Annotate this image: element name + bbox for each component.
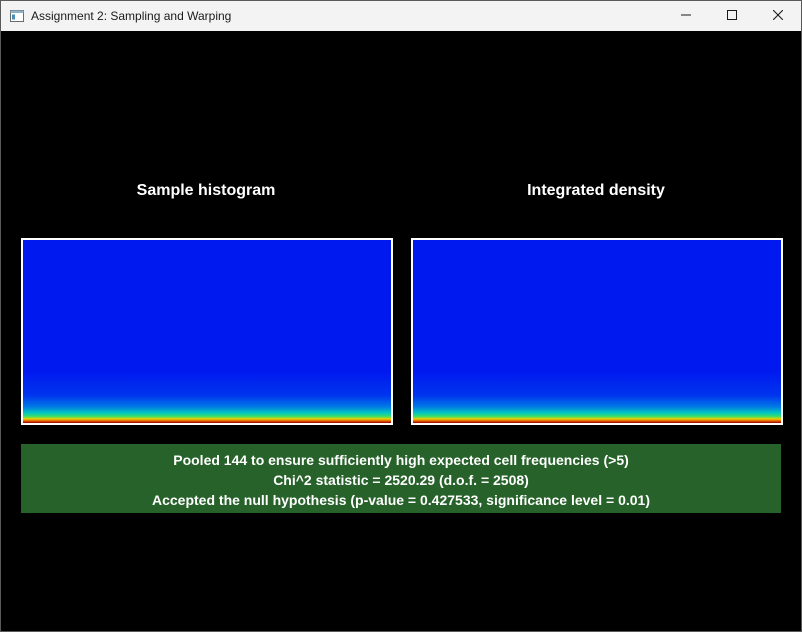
close-icon xyxy=(773,7,783,25)
integrated-density-title: Integrated density xyxy=(411,182,781,200)
integrated-density-image xyxy=(413,240,781,423)
integrated-density-plot xyxy=(411,238,783,425)
close-button[interactable] xyxy=(755,1,801,31)
sample-histogram-plot xyxy=(21,238,393,425)
chi-square-statistic: Chi^2 statistic = 2520.29 (d.o.f. = 2508… xyxy=(21,470,781,490)
maximize-button[interactable] xyxy=(709,1,755,31)
hypothesis-result: Accepted the null hypothesis (p-value = … xyxy=(21,490,781,510)
minimize-icon xyxy=(681,7,691,25)
sample-histogram-image xyxy=(23,240,391,423)
maximize-icon xyxy=(727,7,737,25)
chi-square-result-box: Pooled 144 to ensure sufficiently high e… xyxy=(21,444,781,513)
window-controls xyxy=(663,1,801,31)
minimize-button[interactable] xyxy=(663,1,709,31)
pooled-message: Pooled 144 to ensure sufficiently high e… xyxy=(21,450,781,470)
sample-histogram-title: Sample histogram xyxy=(21,182,391,200)
window-title: Assignment 2: Sampling and Warping xyxy=(31,9,231,23)
app-window-icon xyxy=(9,8,25,24)
main-canvas: Sample histogram Integrated density xyxy=(1,31,801,631)
title-bar[interactable]: Assignment 2: Sampling and Warping xyxy=(1,1,801,31)
